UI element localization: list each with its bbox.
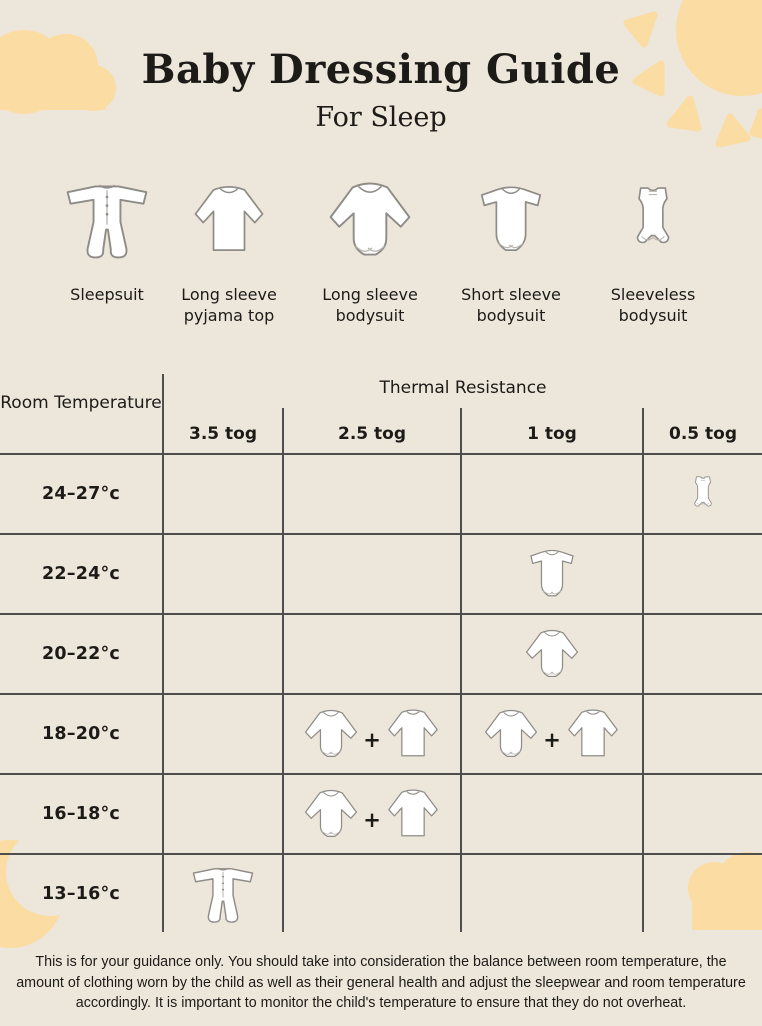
- temperature-label: 16–18°c: [42, 804, 120, 824]
- pyjama-top-icon: [177, 177, 281, 263]
- legend-label: Short sleeve bodysuit: [461, 285, 561, 326]
- cell-1-tog: [462, 855, 642, 933]
- sun-icon: [623, 0, 762, 148]
- column-header-1-tog: 1 tog: [527, 424, 577, 444]
- disclaimer-text: This is for your guidance only. You shou…: [16, 954, 746, 1012]
- pyjama-top-icon: [562, 702, 624, 766]
- table-row: 24–27°c: [0, 455, 762, 533]
- table-row: 18–20°c + +: [0, 695, 762, 773]
- table-grid-line-horizontal: [0, 533, 762, 535]
- table-grid-line-vertical: [460, 408, 462, 932]
- cell-3-5-tog: [164, 855, 282, 933]
- cell-1-tog: [462, 615, 642, 693]
- table-row: 20–22°c: [0, 615, 762, 693]
- garment-legend: Sleepsuit Long sleeve pyjama top Long sl…: [0, 170, 762, 335]
- moon-icon: [0, 828, 94, 948]
- long-sleeve-bodysuit-icon: [480, 702, 542, 766]
- legend-item-short-sleeve-bodysuit: Short sleeve bodysuit: [436, 170, 586, 326]
- cell-3-5-tog: [164, 615, 282, 693]
- short-sleeve-bodysuit-icon: [521, 542, 583, 606]
- cell-1-tog: [462, 535, 642, 613]
- legend-label: Long sleeve pyjama top: [181, 285, 277, 326]
- temperature-label: 13–16°c: [42, 884, 120, 904]
- temperature-label: 18–20°c: [42, 724, 120, 744]
- cell-2-5-tog: [284, 535, 460, 613]
- sleeveless-bodysuit-icon: [681, 466, 725, 522]
- long-sleeve-bodysuit-icon: [300, 702, 362, 766]
- cloud-icon: [0, 30, 116, 114]
- cell-0-5-tog: [644, 535, 762, 613]
- page-title: Baby Dressing Guide: [141, 46, 621, 93]
- cell-2-5-tog: +: [284, 775, 460, 853]
- table-row: 16–18°c +: [0, 775, 762, 853]
- legend-icon-box: [154, 170, 304, 270]
- long-sleeve-bodysuit-icon: [521, 622, 583, 686]
- cell-2-5-tog: [284, 855, 460, 933]
- legend-icon-box: [578, 170, 728, 270]
- table-grid-line-vertical: [162, 374, 164, 932]
- table-row: 13–16°c: [0, 855, 762, 933]
- long-sleeve-bodysuit-icon: [311, 172, 429, 268]
- page-subtitle: For Sleep: [315, 102, 447, 133]
- sleepsuit-icon: [48, 172, 166, 268]
- column-header-3-5-tog: 3.5 tog: [188, 424, 257, 444]
- table-row: 22–24°c: [0, 535, 762, 613]
- cell-3-5-tog: [164, 455, 282, 533]
- column-axis-label: Thermal Resistance: [379, 378, 547, 398]
- legend-item-long-sleeve-bodysuit: Long sleeve bodysuit: [295, 170, 445, 326]
- cell-3-5-tog: [164, 695, 282, 773]
- cell-2-5-tog: [284, 455, 460, 533]
- cell-1-tog: [462, 455, 642, 533]
- legend-label: Sleepsuit: [70, 285, 144, 304]
- legend-label: Sleeveless bodysuit: [610, 285, 696, 326]
- pyjama-top-icon: [382, 702, 444, 766]
- sleepsuit-icon: [187, 856, 259, 932]
- legend-icon-box: [436, 170, 586, 270]
- cell-1-tog: +: [462, 695, 642, 773]
- legend-item-sleeveless-bodysuit: Sleeveless bodysuit: [578, 170, 728, 326]
- legend-icon-box: [295, 170, 445, 270]
- cell-3-5-tog: [164, 775, 282, 853]
- cell-0-5-tog: [644, 455, 762, 533]
- plus-sign: +: [363, 728, 381, 752]
- cell-0-5-tog: [644, 615, 762, 693]
- temperature-label: 24–27°c: [42, 484, 120, 504]
- legend-label: Long sleeve bodysuit: [322, 285, 418, 326]
- cell-0-5-tog: [644, 775, 762, 853]
- temperature-label: 22–24°c: [42, 564, 120, 584]
- column-header-0-5-tog: 0.5 tog: [668, 424, 737, 444]
- temperature-label: 20–22°c: [42, 644, 120, 664]
- short-sleeve-bodysuit-icon: [465, 177, 557, 263]
- legend-item-sleepsuit: Sleepsuit: [32, 170, 182, 305]
- table-grid-line-horizontal: [0, 853, 762, 855]
- cell-3-5-tog: [164, 535, 282, 613]
- cell-2-5-tog: [284, 615, 460, 693]
- column-header-2-5-tog: 2.5 tog: [337, 424, 406, 444]
- legend-item-pyjama-top: Long sleeve pyjama top: [154, 170, 304, 326]
- long-sleeve-bodysuit-icon: [300, 782, 362, 846]
- table-grid-line-horizontal: [0, 453, 762, 455]
- cell-0-5-tog: [644, 855, 762, 933]
- table-grid-line-horizontal: [0, 693, 762, 695]
- cell-2-5-tog: +: [284, 695, 460, 773]
- table-grid-line-vertical: [282, 408, 284, 932]
- cell-0-5-tog: [644, 695, 762, 773]
- plus-sign: +: [543, 728, 561, 752]
- table-grid-line-horizontal: [0, 613, 762, 615]
- sleeveless-bodysuit-icon: [612, 178, 694, 262]
- cloud-icon: [688, 852, 762, 930]
- row-axis-label: Room Temperature: [0, 393, 162, 413]
- table-grid-line-horizontal: [0, 773, 762, 775]
- table-grid-line-vertical: [642, 408, 644, 932]
- cell-1-tog: [462, 775, 642, 853]
- plus-sign: +: [363, 808, 381, 832]
- pyjama-top-icon: [382, 782, 444, 846]
